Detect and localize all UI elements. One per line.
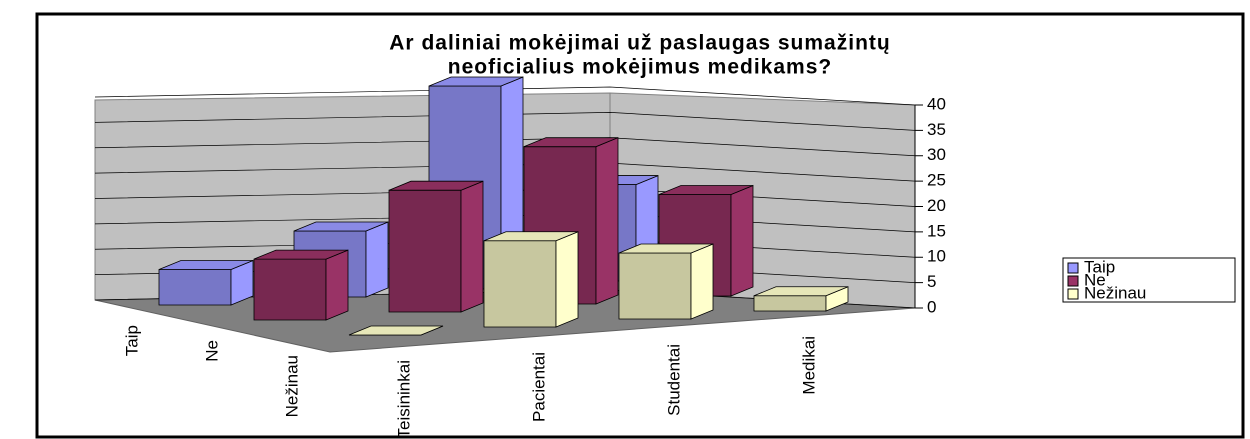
- bar-face: [293, 221, 389, 232]
- y-tick-label: 10: [927, 247, 946, 266]
- bar: [388, 180, 484, 313]
- bar-face: [428, 76, 524, 87]
- bar-face: [753, 295, 827, 312]
- y-tick-label: 40: [927, 94, 946, 113]
- bar-face: [753, 286, 849, 297]
- bar: [753, 286, 849, 312]
- legend: [1062, 257, 1236, 303]
- bar: [483, 231, 579, 328]
- bar-face: [730, 184, 754, 297]
- legend-label: Ne: [1084, 270, 1106, 289]
- x-tick-label: Pacientai: [529, 352, 548, 422]
- x-tick-label: Medikai: [799, 336, 818, 395]
- x-tick-label: Studentai: [664, 344, 683, 416]
- y-tick-label: 25: [927, 171, 946, 190]
- bar-face: [555, 231, 579, 328]
- bar-face: [325, 249, 349, 321]
- legend-label: Nežinau: [1084, 283, 1146, 302]
- grid-line: [94, 86, 916, 106]
- series-label: Ne: [202, 340, 221, 362]
- bar-face: [523, 137, 619, 148]
- bar: [348, 325, 444, 336]
- legend-swatch: [1067, 262, 1079, 274]
- bar-face: [483, 231, 579, 242]
- bar: [253, 249, 349, 321]
- chart-title: neoficialius mokėjimus medikams?: [448, 56, 832, 79]
- bar-face: [658, 185, 754, 195]
- bar-face: [253, 258, 327, 321]
- y-tick-label: 30: [927, 145, 946, 164]
- bar-face: [348, 325, 444, 336]
- bar-face: [365, 221, 389, 298]
- bar: [158, 259, 254, 306]
- bar-face: [253, 249, 349, 260]
- bar-face: [158, 260, 254, 270]
- bar-face: [460, 180, 484, 313]
- bar-face: [158, 269, 232, 306]
- y-tick-label: 5: [927, 272, 936, 291]
- legend-label: Taip: [1084, 257, 1115, 276]
- y-tick-label: 0: [927, 297, 936, 316]
- bar-face: [483, 240, 557, 328]
- chart-title: Ar daliniai mokėjimai už paslaugas sumaž…: [389, 32, 890, 55]
- bar-face: [618, 252, 692, 320]
- bar: [618, 243, 714, 320]
- bar-face: [595, 137, 619, 305]
- legend-swatch: [1067, 288, 1079, 300]
- bar-face: [388, 189, 462, 313]
- bar-face: [618, 243, 714, 254]
- x-tick-label: Teisininkai: [394, 360, 413, 438]
- y-tick-label: 15: [927, 221, 946, 240]
- series-label: Nežinau: [282, 355, 301, 417]
- y-tick-label: 35: [927, 120, 946, 139]
- bar-face: [388, 180, 484, 191]
- bar-face: [690, 243, 714, 320]
- legend-swatch: [1067, 275, 1079, 287]
- grid-line: [94, 112, 916, 131]
- series-label: Taip: [122, 325, 141, 356]
- y-tick-label: 20: [927, 196, 946, 215]
